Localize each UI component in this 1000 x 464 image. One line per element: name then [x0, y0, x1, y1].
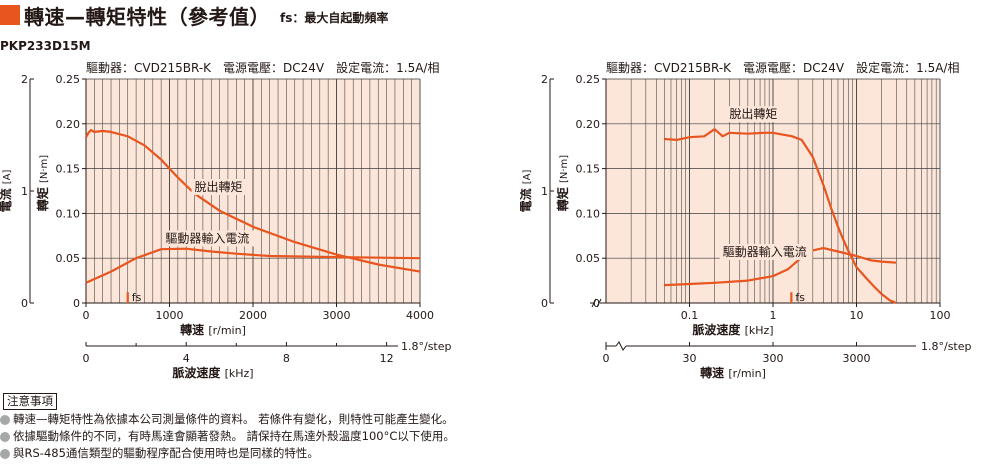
x-axis-label: 脈波速度 [kHz] [692, 322, 773, 337]
y-tick-label: 0.10 [56, 207, 81, 220]
page-title: 轉速—轉矩特性（參考值） [24, 4, 270, 29]
y-tick-label: 0.25 [576, 73, 601, 86]
bullet-icon [0, 448, 10, 459]
curve-label: 驅動器輸入電流 [723, 244, 807, 259]
y-tick-label: 0.20 [56, 118, 81, 131]
note-text: 依據驅動條件的不同，有時馬達會顯著發熱。 請保持在馬達外殼溫度100°C以下使用… [13, 429, 455, 443]
note-item: 與RS-485通信類型的驅動程序配合使用時也是同樣的特性。 [0, 445, 455, 462]
x2-tick-label: 4 [183, 352, 190, 365]
bullet-icon [0, 431, 10, 442]
note-item: 依據驅動條件的不同，有時馬達會顯著發熱。 請保持在馬達外殼溫度100°C以下使用… [0, 428, 455, 445]
x2-tick-label: 30 [683, 352, 697, 365]
fs-label: fs [795, 291, 805, 304]
y2-tick-label: 2 [21, 73, 28, 86]
y-tick-label: 0.25 [56, 73, 81, 86]
x-tick-label: 4000 [406, 309, 434, 322]
y2-axis-label: 電流 [A] [520, 169, 533, 212]
pullout-torque-curve [664, 128, 897, 305]
x2-tick-label: 0 [83, 352, 90, 365]
note-item: 轉速—轉矩特性為依據本公司測量條件的資料。 若條件有變化，則特性可能產生變化。 [0, 411, 455, 428]
x2-tick-label: 0 [603, 352, 610, 365]
x2-axis-break-icon [615, 341, 627, 351]
axis-break-icon [591, 298, 602, 308]
step-angle-note: 1.8°/step [401, 340, 452, 353]
x2-tick-label: 3000 [843, 352, 871, 365]
y-tick-label: 0.15 [576, 163, 601, 176]
x-tick-label: 0 [83, 309, 90, 322]
notes-list: 轉速—轉矩特性為依據本公司測量條件的資料。 若條件有變化，則特性可能產生變化。 … [0, 411, 455, 462]
x-tick-label: 10 [850, 309, 864, 322]
curve-label-bg [726, 106, 782, 123]
note-text: 與RS-485通信類型的驅動程序配合使用時也是同樣的特性。 [13, 446, 319, 460]
x-tick-label: 1000 [156, 309, 184, 322]
y-tick-label: 0 [73, 297, 80, 310]
notes-title: 注意事項 [3, 393, 57, 410]
curve-label-bg [191, 179, 248, 195]
chart-linear-speed: 驅動器：CVD215BR-K 電源電壓：DC24V 設定電流：1.5A/相 0 0.… [0, 60, 452, 380]
x-tick-label: 3000 [323, 309, 351, 322]
y-tick-label: 0.10 [576, 207, 601, 220]
y-tick-label: 0.15 [56, 163, 81, 176]
curve-label: 脫出轉矩 [729, 106, 777, 121]
x2-axis-label: 脈波速度 [kHz] [172, 365, 253, 380]
model-name: PKP233D15M [0, 39, 91, 53]
x2-axis-label: 轉速 [r/min] [700, 365, 766, 380]
step-angle-note: 1.8°/step [921, 340, 972, 353]
y-tick-label: 0.20 [576, 118, 601, 131]
x-tick-label: 0.1 [681, 309, 699, 322]
y-axis-label: 轉矩 [N·m] [35, 155, 50, 211]
y-axis-label: 轉矩 [N·m] [555, 155, 570, 211]
heading-square-icon [0, 5, 20, 25]
driver-input-current-curve [85, 247, 421, 284]
x2-tick-label: 300 [763, 352, 784, 365]
x-tick-label: 2000 [239, 309, 267, 322]
y2-tick-label: 2 [541, 73, 548, 86]
x2-tick-label: 12 [380, 352, 394, 365]
y-tick-label: 0 [593, 297, 600, 310]
page-heading: 轉速—轉矩特性（參考值） fs：最大自起動頻率 [0, 2, 389, 29]
y2-tick-label: 0 [541, 297, 548, 310]
fs-label: fs [132, 291, 142, 304]
curve-label: 脫出轉矩 [195, 179, 243, 194]
x-axis-label: 轉速 [r/min] [180, 322, 246, 337]
curve-label-bg [162, 230, 256, 247]
conditions-title: 驅動器：CVD215BR-K 電源電壓：DC24V 設定電流：1.5A/相 [606, 60, 959, 75]
y2-tick-label: 0 [21, 297, 28, 310]
x2-tick-label: 8 [283, 352, 290, 365]
page-subtitle: fs：最大自起動頻率 [280, 10, 389, 25]
conditions-title: 驅動器：CVD215BR-K 電源電壓：DC24V 設定電流：1.5A/相 [86, 60, 439, 75]
bullet-icon [0, 414, 10, 425]
y2-axis-label: 電流 [A] [0, 169, 13, 212]
chart-log-pulse: 驅動器：CVD215BR-K 電源電壓：DC24V 設定電流：1.5A/相 0 0.… [520, 60, 972, 380]
axis-break-gap [594, 298, 600, 308]
x-tick-label: 100 [930, 309, 951, 322]
y2-tick-label: 1 [541, 185, 548, 198]
x-tick-label: 1 [770, 309, 777, 322]
y-tick-label: 0.05 [576, 252, 601, 265]
curve-label: 驅動器輸入電流 [165, 230, 249, 245]
pullout-torque-curve [85, 128, 421, 273]
curve-label-bg [719, 243, 813, 260]
y2-tick-label: 1 [21, 185, 28, 198]
note-text: 轉速—轉矩特性為依據本公司測量條件的資料。 若條件有變化，則特性可能產生變化。 [13, 412, 454, 426]
y-tick-label: 0.05 [56, 252, 81, 265]
